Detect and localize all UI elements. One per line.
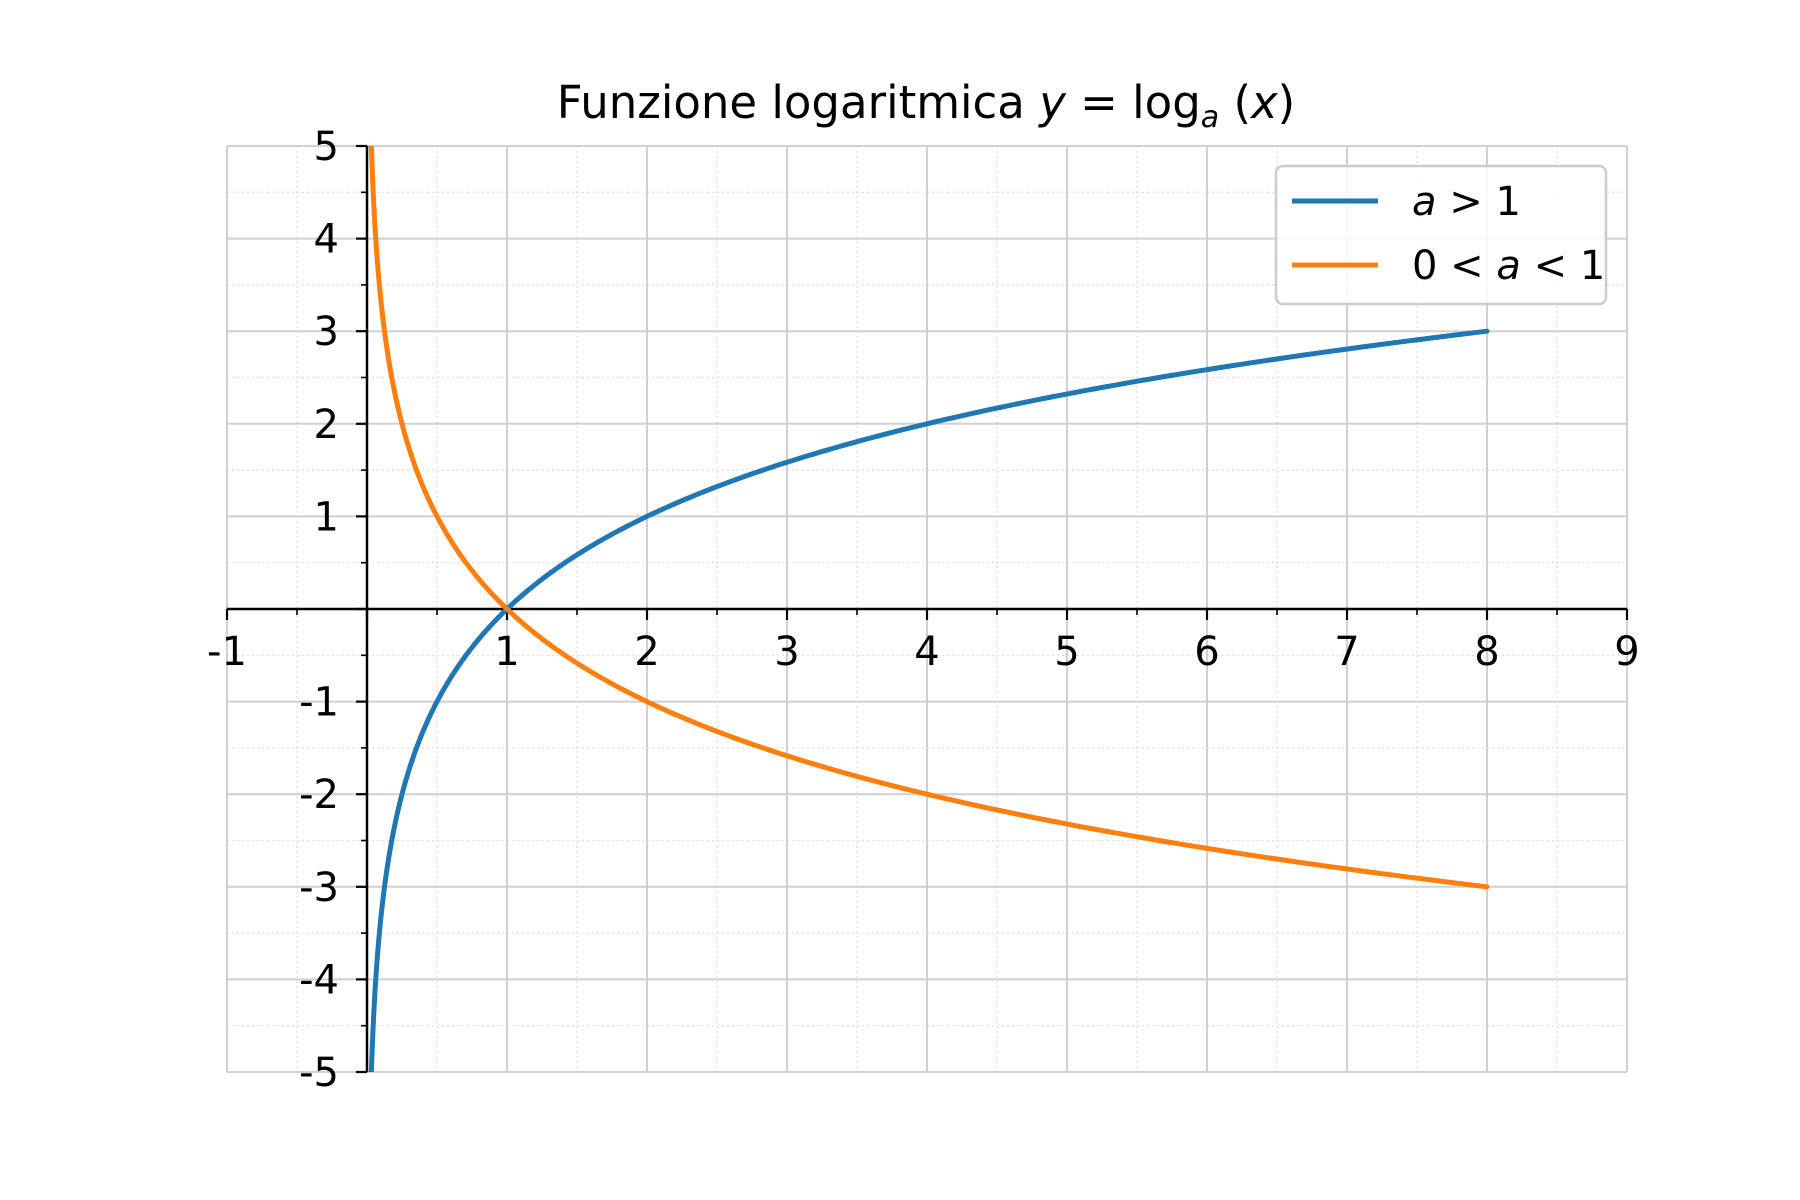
y-tick-label: 1 [314,494,339,540]
y-tick-label: 3 [314,309,339,355]
x-tick-label: 2 [634,629,659,675]
chart-title: Funzione logaritmica y = loga (x) [557,76,1295,135]
legend-0-post: > 1 [1437,179,1521,225]
y-tick-label: -4 [299,957,339,1003]
x-tick-label: 7 [1334,629,1359,675]
y-tick-label: 2 [314,402,339,448]
y-tick-label: -5 [299,1050,339,1096]
x-tick-label: -1 [207,629,247,675]
series-lines [368,146,1490,1072]
title-open: ( [1219,76,1251,129]
legend-1-var: a [1496,243,1521,289]
ticks [225,144,1629,1074]
title-y: y [1037,76,1067,129]
legend-label-0-lt-a-lt-1: 0 < a < 1 [1412,243,1605,289]
title-equals: = [1066,76,1132,129]
y-tick-label: -3 [299,865,339,911]
title-x: x [1249,76,1278,129]
tick-labels: -1 1 2 3 4 5 6 7 8 9 -5 -4 -3 -2 -1 1 2 3 4 5 [207,124,1640,1096]
x-tick-label: 8 [1474,629,1499,675]
y-tick-label: 4 [314,217,339,263]
x-tick-label: 6 [1194,629,1219,675]
y-tick-label: 5 [314,124,339,170]
y-tick-label: -2 [299,772,339,818]
title-base: a [1201,100,1219,135]
series-line-0 [368,328,1490,1072]
legend-label-a-gt-1: a > 1 [1412,179,1521,225]
legend: a > 1 0 < a < 1 [1274,164,1608,306]
x-tick-label: 1 [494,629,519,675]
title-prefix: Funzione logaritmica [557,76,1039,129]
x-tick-label: 4 [914,629,939,675]
legend-0-var: a [1412,179,1437,225]
title-close: ) [1278,76,1296,129]
legend-1-post: < 1 [1521,243,1605,289]
series-line-1 [368,146,1490,890]
legend-1-pre: 0 < [1412,243,1496,289]
x-tick-label: 3 [774,629,799,675]
x-tick-label: 9 [1614,629,1639,675]
y-tick-label: -1 [299,680,339,726]
x-tick-label: 5 [1054,629,1079,675]
title-log: log [1132,76,1201,129]
